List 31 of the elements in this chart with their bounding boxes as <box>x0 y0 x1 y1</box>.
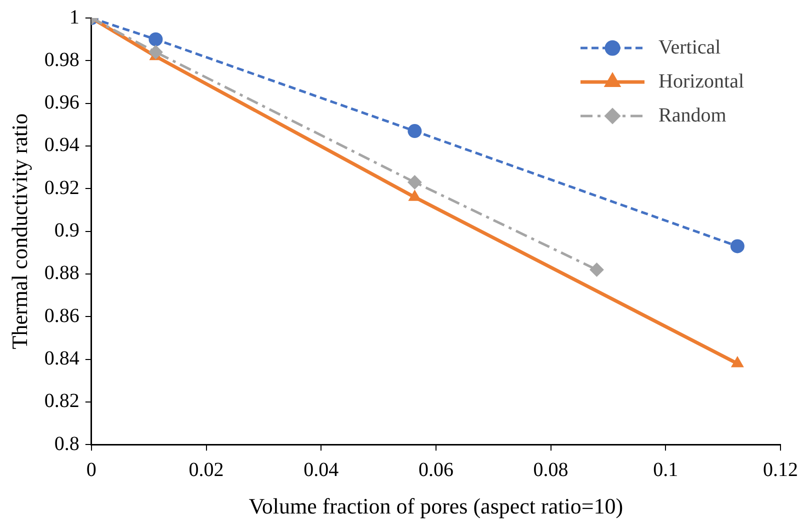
point <box>731 356 744 368</box>
point <box>730 239 744 254</box>
y-tick-label: 0.82 <box>44 390 80 412</box>
legend-label: Horizontal <box>658 70 744 92</box>
legend-label: Random <box>658 104 727 126</box>
point <box>148 32 163 46</box>
x-axis-title: Volume fraction of pores (aspect ratio=10) <box>248 494 624 519</box>
y-tick-label: 0.88 <box>44 262 80 284</box>
y-tick-label: 0.8 <box>54 432 80 455</box>
y-tick-label: 1 <box>69 6 80 28</box>
x-tick-label: 0.04 <box>304 458 339 481</box>
point <box>408 175 422 190</box>
point <box>408 124 422 138</box>
point <box>590 262 604 277</box>
point <box>408 190 421 201</box>
x-tick-label: 0.1 <box>653 458 678 481</box>
legend-label: Vertical <box>658 36 722 58</box>
y-tick-label: 0.92 <box>44 176 80 199</box>
x-tick-label: 0.12 <box>763 458 798 481</box>
y-tick-label: 0.9 <box>54 220 80 242</box>
y-tick-label: 0.86 <box>44 304 80 327</box>
x-tick-label: 0 <box>86 458 96 481</box>
x-tick-label: 0.06 <box>418 458 454 481</box>
x-tick-label: 0.02 <box>188 458 224 481</box>
y-tick-label: 0.94 <box>44 134 80 156</box>
y-tick-label: 0.96 <box>44 92 80 114</box>
point <box>148 45 163 60</box>
y-tick-label: 0.84 <box>44 348 80 370</box>
x-tick-label: 0.08 <box>533 458 568 481</box>
y-tick-label: 0.98 <box>44 48 80 71</box>
y-axis-title: Thermal conductivity ratio <box>6 113 32 350</box>
